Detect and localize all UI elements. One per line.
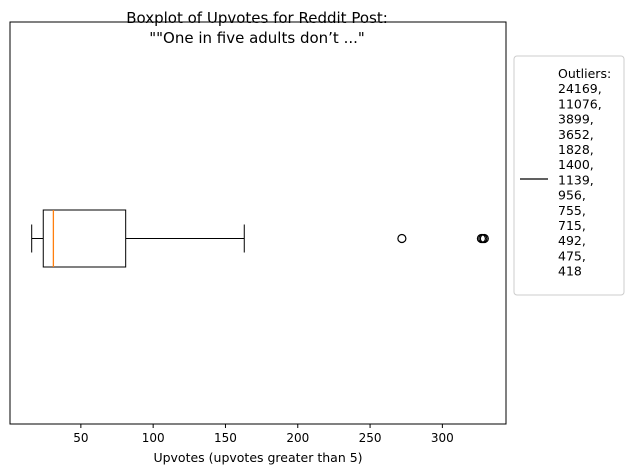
legend-outlier-value: 1139, (558, 172, 594, 187)
legend-outlier-value: 3899, (558, 112, 594, 127)
legend-outlier-value: 1828, (558, 142, 594, 157)
outlier-point (479, 233, 489, 244)
x-tick-label: 150 (214, 431, 237, 445)
legend-outlier-value: 475, (558, 248, 586, 263)
outlier-point (397, 233, 407, 244)
legend-outlier-value: 755, (558, 203, 586, 218)
chart-title-line2: ""One in five adults don’t ..." (149, 29, 365, 47)
legend-text: Outliers:24169,11076,3899,3652,1828,1400… (558, 66, 611, 279)
legend-outlier-value: 715, (558, 218, 586, 233)
legend: Outliers:24169,11076,3899,3652,1828,1400… (513, 55, 625, 296)
legend-outlier-value: 3652, (558, 127, 594, 142)
legend-frame (513, 55, 625, 296)
legend-outlier-value: 1400, (558, 157, 594, 172)
legend-outlier-value: 492, (558, 233, 586, 248)
x-tick-label: 50 (73, 431, 88, 445)
legend-outlier-value: 11076, (558, 96, 602, 111)
x-tick-label: 300 (431, 431, 454, 445)
x-axis: 50 100 150 200 250 300 (73, 424, 454, 445)
plot-area (9, 21, 507, 425)
legend-outlier-value: 956, (558, 188, 586, 203)
chart-title-line1: Boxplot of Upvotes for Reddit Post: (126, 9, 388, 27)
legend-outlier-value: 24169, (558, 81, 602, 96)
legend-title: Outliers: (558, 66, 611, 81)
x-tick-label: 200 (286, 431, 309, 445)
x-tick-label: 100 (142, 431, 165, 445)
x-axis-label: Upvotes (upvotes greater than 5) (153, 450, 362, 465)
iqr-box (42, 209, 127, 268)
box-group (31, 209, 245, 268)
x-tick-label: 250 (359, 431, 382, 445)
legend-outlier-value: 418 (558, 264, 582, 279)
outlier-points (397, 233, 489, 244)
